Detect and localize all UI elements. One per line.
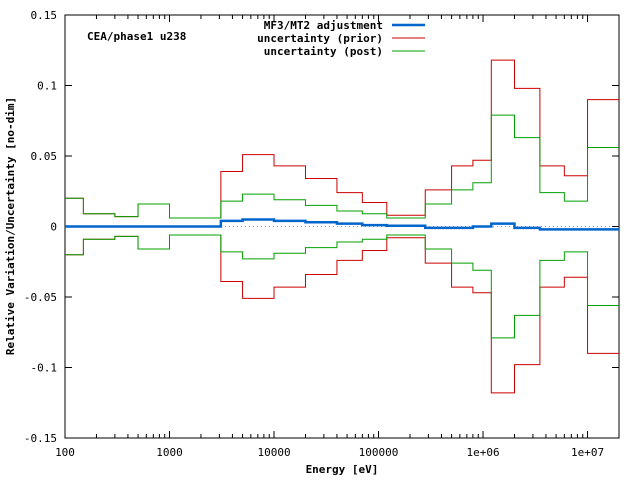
series-layer [65, 59, 619, 394]
series-uncertainty-prior-upper [65, 59, 619, 219]
y-axis-title: Relative Variation/Uncertainty [no-dim] [4, 97, 17, 355]
x-tick-label: 1e+06 [466, 446, 499, 459]
y-tick-label: 0.05 [31, 150, 58, 163]
y-tick-label: -0.15 [24, 432, 57, 445]
y-tick-label: -0.1 [31, 362, 58, 375]
legend-label: uncertainty (post) [264, 45, 383, 58]
y-tick-label: -0.05 [24, 291, 57, 304]
series-mf3-mt2-adjustment [65, 218, 619, 231]
series-uncertainty-post-upper [65, 114, 619, 219]
x-axis-title: Energy [eV] [306, 463, 379, 476]
x-tick-label: 100000 [359, 446, 399, 459]
x-tick-label: 10000 [257, 446, 290, 459]
x-tick-label: 100 [55, 446, 75, 459]
series-uncertainty-post-lower [65, 234, 619, 339]
y-tick-label: 0 [50, 221, 57, 234]
tick-layer: -0.15 -0.1 -0.05 0 0.05 0.1 0.15 100 1000 10000 10… [24, 9, 620, 459]
x-tick-label: 1000 [156, 446, 183, 459]
legend-label: MF3/MT2 adjustment [264, 19, 383, 32]
x-tick-label: 1e+07 [571, 446, 604, 459]
legend-label: uncertainty (prior) [257, 32, 383, 45]
y-tick-label: 0.15 [31, 9, 58, 22]
y-tick-label: 0.1 [37, 80, 57, 93]
series-uncertainty-prior-lower [65, 234, 619, 394]
annotation-label: CEA/phase1 u238 [87, 30, 186, 43]
